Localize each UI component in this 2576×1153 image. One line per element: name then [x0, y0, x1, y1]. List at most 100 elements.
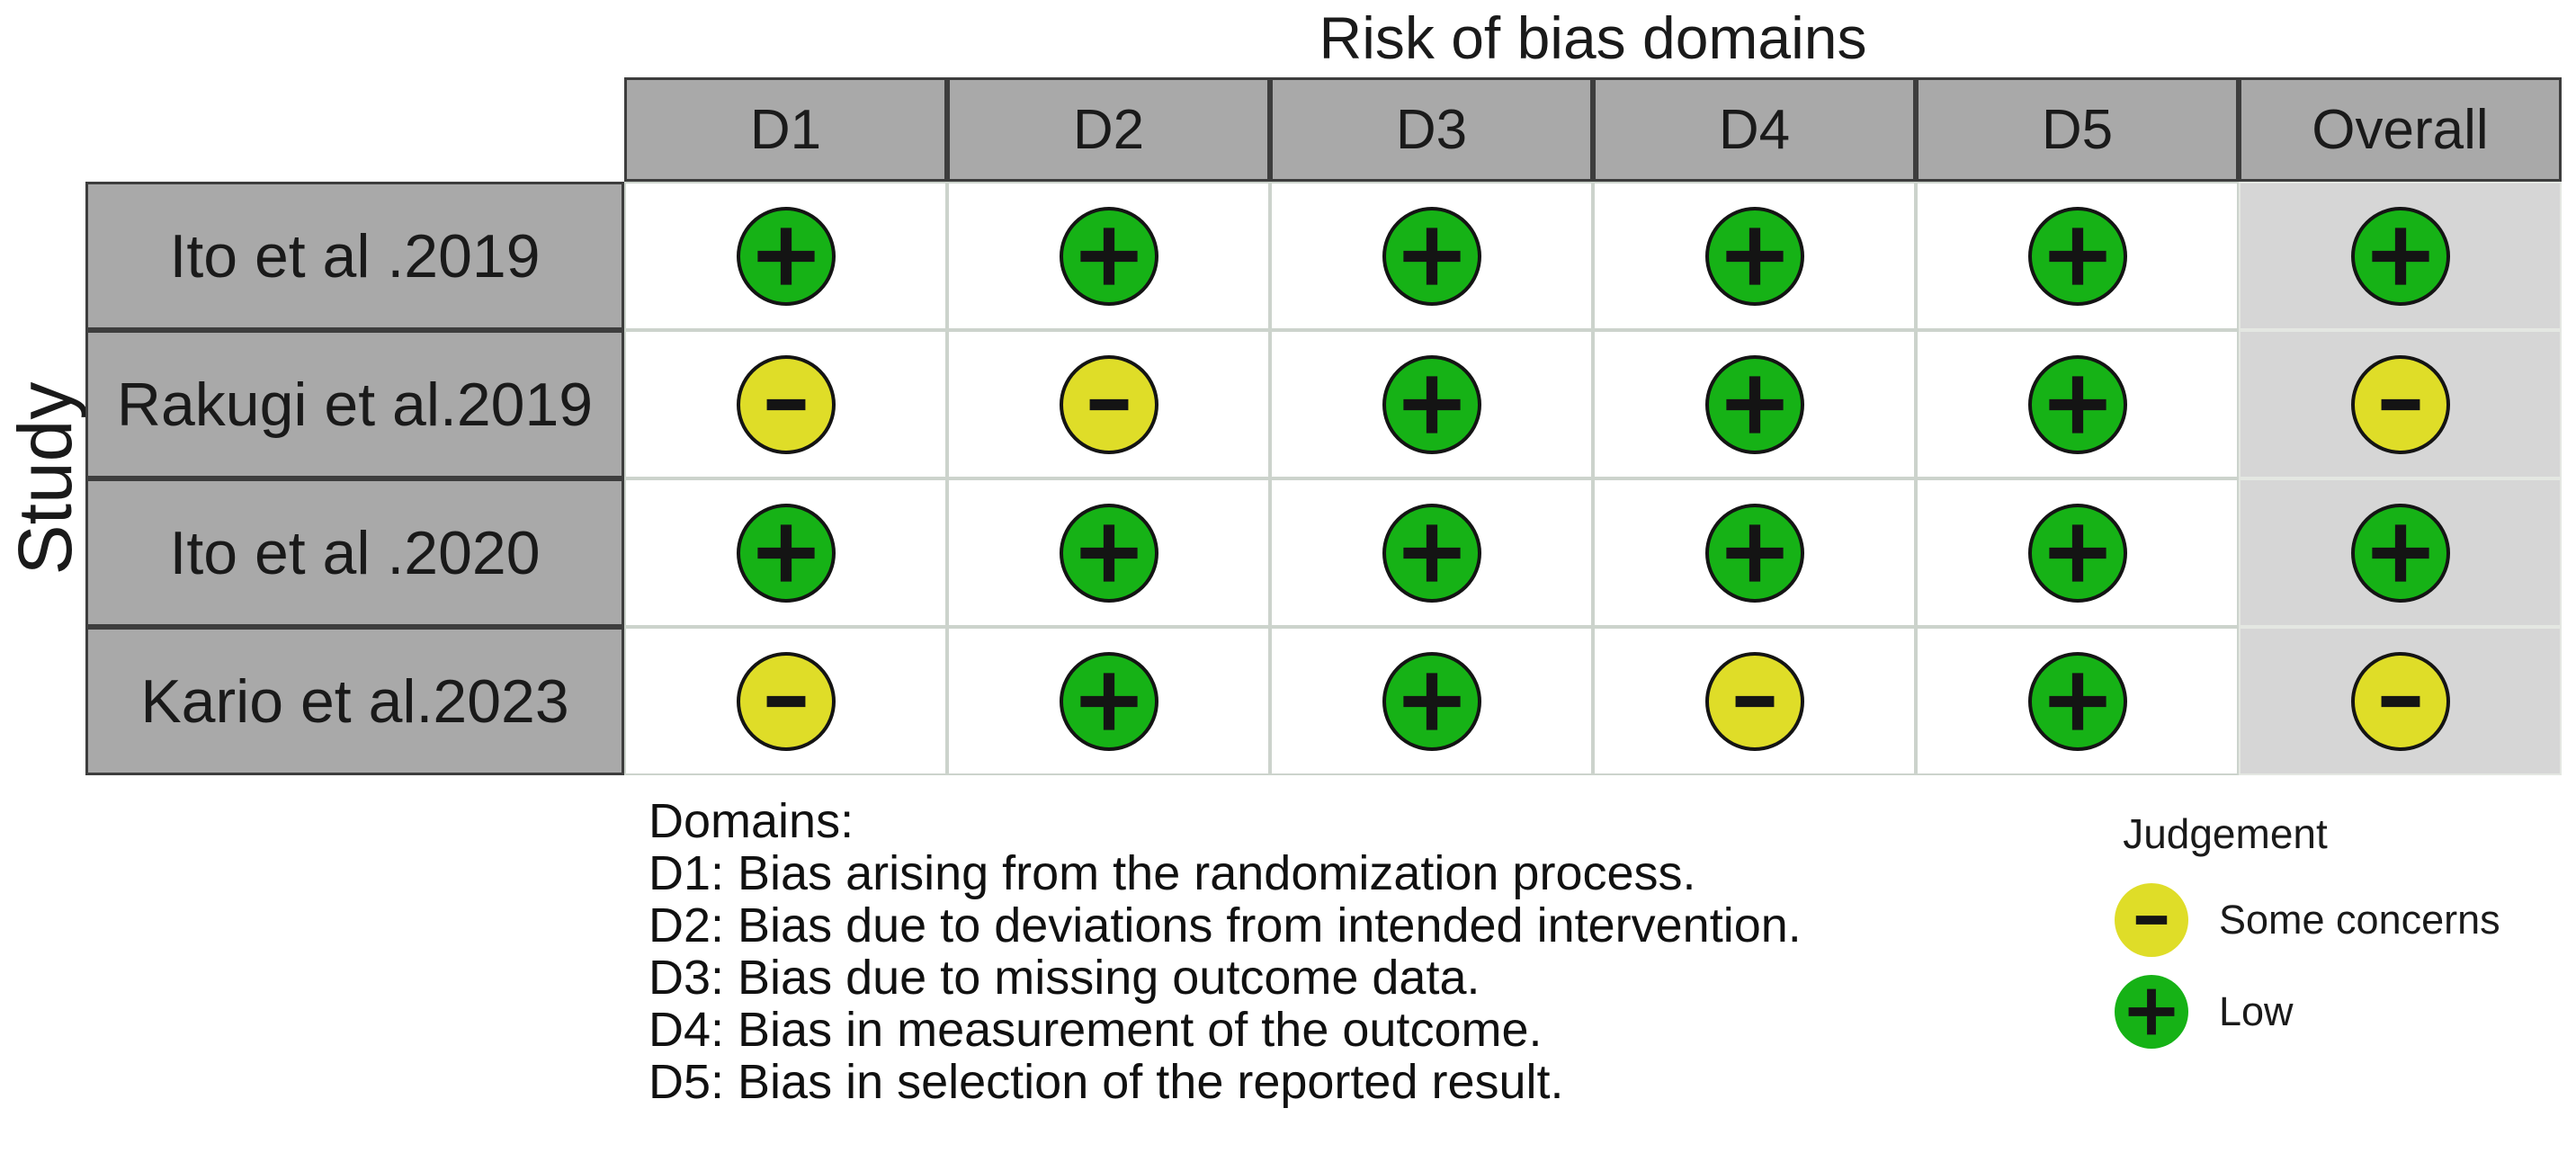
column-header-d5: D5 [1916, 77, 2239, 182]
judgement-circle-low [2350, 206, 2450, 306]
legend-label-low: Low [2219, 988, 2294, 1034]
judgement-circle-low [1382, 206, 1481, 306]
corner-spacer [85, 77, 624, 182]
judgement-circle-some [1704, 651, 1804, 751]
plus-symbol-icon [756, 227, 815, 285]
judgement-circle-low [2027, 354, 2127, 454]
judgement-cell-d2 [947, 330, 1270, 478]
judgement-legend-title: Judgement [2123, 810, 2328, 857]
column-header-d3: D3 [1270, 77, 1593, 182]
plus-symbol-icon [2048, 672, 2106, 730]
judgement-cell-d5 [1916, 627, 2239, 775]
judgement-cell-overall [2239, 182, 2562, 330]
judgement-circle-low [736, 206, 836, 306]
legend-circle-low [2115, 975, 2188, 1049]
legend-circle-some [2115, 883, 2188, 957]
judgement-cell-overall [2239, 330, 2562, 478]
legend-item-low: Low [2115, 973, 2500, 1050]
study-row-label-2: Ito et al .2020 [85, 478, 624, 627]
rob-grid: D1 D2 D3 D4 D5 Overall Ito et al .2019 Ra… [85, 77, 2562, 775]
domain-definition-d3: D3: Bias due to missing outcome data. [648, 951, 1480, 1005]
minus-symbol-icon [766, 695, 805, 707]
judgement-cell-d1 [624, 330, 947, 478]
judgement-cell-d4 [1593, 627, 1916, 775]
y-axis-label: Study [3, 381, 87, 576]
judgement-cell-d1 [624, 182, 947, 330]
judgement-cell-overall [2239, 627, 2562, 775]
plus-symbol-icon [2371, 227, 2429, 285]
plus-symbol-icon [1402, 523, 1461, 582]
judgement-circle-some [1059, 354, 1158, 454]
judgement-cell-d1 [624, 478, 947, 627]
study-row-label-0: Ito et al .2019 [85, 182, 624, 330]
plus-symbol-icon [2048, 227, 2106, 285]
judgement-circle-low [2027, 503, 2127, 603]
judgement-cell-d1 [624, 627, 947, 775]
plus-symbol-icon [2128, 988, 2175, 1035]
study-row-label-3: Kario et al.2023 [85, 627, 624, 775]
judgement-cell-d4 [1593, 330, 1916, 478]
judgement-circle-low [1059, 206, 1158, 306]
judgement-legend-items: Some concerns Low [2115, 881, 2500, 1050]
plus-symbol-icon [1402, 375, 1461, 433]
page-title: Risk of bias domains [1319, 4, 1867, 71]
judgement-circle-low [2350, 503, 2450, 603]
minus-symbol-icon [766, 398, 805, 410]
judgement-circle-low [2027, 651, 2127, 751]
judgement-cell-d3 [1270, 478, 1593, 627]
judgement-circle-low [1704, 206, 1804, 306]
column-header-d1: D1 [624, 77, 947, 182]
judgement-cell-d3 [1270, 627, 1593, 775]
plus-symbol-icon [1402, 227, 1461, 285]
judgement-circle-low [1704, 503, 1804, 603]
judgement-cell-d3 [1270, 182, 1593, 330]
column-header-d4: D4 [1593, 77, 1916, 182]
judgement-circle-low [1382, 354, 1481, 454]
judgement-cell-d4 [1593, 182, 1916, 330]
minus-symbol-icon [1089, 398, 1128, 410]
plus-symbol-icon [1079, 227, 1138, 285]
plus-symbol-icon [756, 523, 815, 582]
judgement-cell-d2 [947, 478, 1270, 627]
judgement-circle-low [1059, 651, 1158, 751]
plus-symbol-icon [1725, 375, 1784, 433]
domains-legend: Domains: D1: Bias arising from the rando… [648, 795, 1802, 1108]
column-header-d2: D2 [947, 77, 1270, 182]
plus-symbol-icon [2048, 375, 2106, 433]
minus-symbol-icon [2381, 398, 2419, 410]
judgement-circle-low [1059, 503, 1158, 603]
plus-symbol-icon [1725, 227, 1784, 285]
judgement-cell-overall [2239, 478, 2562, 627]
plus-symbol-icon [1402, 672, 1461, 730]
domain-definition-d1: D1: Bias arising from the randomization … [648, 846, 1696, 900]
minus-symbol-icon [2381, 695, 2419, 707]
plus-symbol-icon [1725, 523, 1784, 582]
plus-symbol-icon [2371, 523, 2429, 582]
judgement-cell-d2 [947, 182, 1270, 330]
legend-item-some: Some concerns [2115, 881, 2500, 959]
study-row-label-1: Rakugi et al.2019 [85, 330, 624, 478]
domains-legend-title: Domains: [648, 794, 854, 848]
judgement-circle-low [2027, 206, 2127, 306]
judgement-cell-d3 [1270, 330, 1593, 478]
domain-definition-d4: D4: Bias in measurement of the outcome. [648, 1003, 1543, 1057]
judgement-cell-d5 [1916, 478, 2239, 627]
domain-definition-d2: D2: Bias due to deviations from intended… [648, 898, 1802, 952]
plus-symbol-icon [1079, 523, 1138, 582]
judgement-cell-d5 [1916, 330, 2239, 478]
judgement-circle-some [2350, 651, 2450, 751]
judgement-cell-d4 [1593, 478, 1916, 627]
judgement-circle-some [736, 354, 836, 454]
judgement-cell-d2 [947, 627, 1270, 775]
judgement-circle-low [1382, 503, 1481, 603]
judgement-circle-low [1382, 651, 1481, 751]
judgement-circle-some [2350, 354, 2450, 454]
minus-symbol-icon [2135, 916, 2168, 925]
column-header-overall: Overall [2239, 77, 2562, 182]
judgement-circle-low [736, 503, 836, 603]
plus-symbol-icon [1079, 672, 1138, 730]
judgement-circle-low [1704, 354, 1804, 454]
domain-definition-d5: D5: Bias in selection of the reported re… [648, 1055, 1564, 1109]
plus-symbol-icon [2048, 523, 2106, 582]
